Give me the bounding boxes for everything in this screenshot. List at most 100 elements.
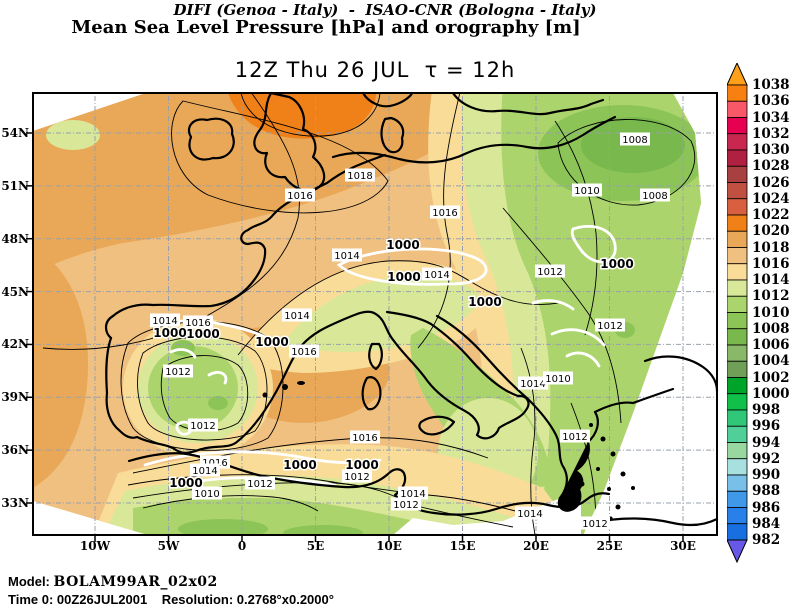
svg-text:1014: 1014 bbox=[520, 379, 545, 390]
lon-tick-label: 20E bbox=[523, 539, 549, 553]
colorbar-cell bbox=[727, 523, 748, 541]
pressure-fill-1018 bbox=[33, 243, 88, 493]
svg-text:1008: 1008 bbox=[622, 135, 647, 146]
isobar-label: 1010 bbox=[543, 371, 573, 385]
colorbar-value: 996 bbox=[752, 418, 781, 435]
svg-text:1016: 1016 bbox=[202, 458, 227, 469]
svg-text:1012: 1012 bbox=[190, 421, 215, 432]
resolution-label: Resolution: bbox=[161, 592, 237, 607]
lat-tick-label: 39N bbox=[1, 390, 29, 405]
model-value: BOLAM99AR_02x02 bbox=[53, 574, 218, 590]
colorbar-cell bbox=[727, 117, 748, 135]
lat-tick-label: 42N bbox=[1, 337, 29, 352]
orography-label: 1000 bbox=[387, 270, 420, 284]
colorbar-value: 1006 bbox=[752, 337, 790, 353]
svg-text:1008: 1008 bbox=[642, 191, 667, 202]
svg-text:1016: 1016 bbox=[432, 208, 457, 219]
isobar-label: 1008 bbox=[640, 188, 670, 202]
svg-text:1014: 1014 bbox=[517, 509, 542, 520]
colorbar-over-arrow bbox=[727, 63, 748, 86]
colorbar-cell bbox=[727, 230, 748, 248]
model-info: Model: BOLAM99AR_02x02 bbox=[8, 574, 218, 590]
svg-text:1012: 1012 bbox=[582, 519, 607, 530]
isobar-label: 1012 bbox=[580, 516, 610, 530]
colorbar-cell bbox=[727, 214, 748, 232]
colorbar-value: 1010 bbox=[752, 304, 790, 321]
colorbar-cell bbox=[727, 100, 748, 118]
svg-text:1016: 1016 bbox=[352, 433, 377, 444]
colorbar-value: 1028 bbox=[752, 158, 790, 175]
isobar-label: 1016 bbox=[350, 430, 380, 444]
svg-text:1014: 1014 bbox=[334, 251, 359, 262]
svg-text:1010: 1010 bbox=[545, 374, 570, 385]
colorbar-cell bbox=[727, 312, 748, 330]
isobar-label: 1014 bbox=[190, 463, 220, 477]
isobar-label: 1016 bbox=[289, 344, 319, 358]
orography-label: 1000 bbox=[255, 335, 288, 349]
colorbar-cell bbox=[727, 84, 748, 102]
isobar-label: 1012 bbox=[245, 476, 275, 490]
orography-label: 1000 bbox=[153, 326, 186, 340]
svg-text:1014: 1014 bbox=[424, 270, 449, 281]
svg-text:1010: 1010 bbox=[194, 489, 219, 500]
time-label: Time 0: bbox=[8, 592, 57, 607]
colorbar-cell bbox=[727, 247, 748, 265]
colorbar-value: 1014 bbox=[752, 272, 790, 288]
colorbar-cell bbox=[727, 458, 748, 476]
colorbar-value: 1038 bbox=[752, 77, 790, 93]
colorbar-value: 1016 bbox=[752, 255, 790, 272]
svg-text:1012: 1012 bbox=[247, 479, 272, 490]
orography-label: 1000 bbox=[283, 458, 316, 472]
colorbar-value: 1020 bbox=[752, 223, 790, 240]
isobar-label: 1014 bbox=[515, 506, 545, 520]
pressure-shading bbox=[33, 93, 701, 535]
svg-text:1018: 1018 bbox=[347, 171, 372, 182]
colorbar-value: 1024 bbox=[752, 190, 790, 207]
svg-text:1014: 1014 bbox=[400, 489, 425, 500]
colorbar-cell bbox=[727, 409, 748, 427]
lon-tick-label: 25E bbox=[596, 539, 623, 553]
isobar-label: 1018 bbox=[345, 168, 375, 182]
lat-tick-label: 48N bbox=[1, 231, 29, 246]
colorbar-cell bbox=[727, 198, 748, 216]
lat-tick-label: 33N bbox=[1, 495, 29, 510]
colorbar-value: 1012 bbox=[752, 288, 790, 305]
isobar-label: 1014 bbox=[422, 267, 452, 281]
svg-text:1014: 1014 bbox=[192, 466, 217, 477]
isobar-label: 1014 bbox=[332, 248, 362, 262]
lon-tick-label: 30E bbox=[670, 539, 696, 553]
pressure-fill-1020 bbox=[228, 93, 376, 139]
pressure-fill-1008 bbox=[208, 396, 228, 410]
colorbar-value: 1002 bbox=[752, 369, 790, 386]
isobar-label: 1012 bbox=[342, 469, 372, 483]
colorbar-value: 1032 bbox=[752, 125, 790, 142]
map-border bbox=[32, 92, 718, 536]
pressure-fill-1012 bbox=[46, 120, 100, 150]
colorbar-cell bbox=[727, 165, 748, 183]
orography-label: 1000 bbox=[169, 476, 202, 490]
colorbar-value: 1030 bbox=[752, 142, 790, 158]
colorbar-value: 1004 bbox=[752, 353, 790, 370]
colorbar-value: 1018 bbox=[752, 239, 790, 256]
colorbar-cell bbox=[727, 295, 748, 313]
colorbar-cell bbox=[727, 263, 748, 281]
colorbar-cell bbox=[727, 393, 748, 411]
isobar-label: 1012 bbox=[595, 318, 625, 332]
colorbar-value: 982 bbox=[752, 532, 781, 548]
lon-tick-label: 5W bbox=[157, 539, 180, 553]
time-value: 00Z26JUL2001 bbox=[56, 592, 148, 607]
islands bbox=[262, 381, 635, 510]
out-of-domain-sea bbox=[393, 491, 581, 535]
svg-text:1016: 1016 bbox=[287, 191, 312, 202]
pressure-fill-1008 bbox=[283, 525, 363, 535]
svg-text:1012: 1012 bbox=[597, 321, 622, 332]
resolution-value: 0.2768°x0.2000° bbox=[236, 592, 334, 607]
colorbar-value: 984 bbox=[752, 515, 781, 532]
orography-label: 1000 bbox=[468, 295, 501, 309]
colorbar-value: 1034 bbox=[752, 109, 790, 126]
lat-tick-label: 54N bbox=[1, 126, 29, 140]
map-frame: 1018 1016 1016 1008 1010 1008 1014 1014 1014 1012… bbox=[26, 91, 719, 542]
run-info: Time 0: 00Z26JUL2001 Resolution: 0.2768°… bbox=[8, 592, 334, 607]
isobar-label: 1012 bbox=[391, 497, 421, 511]
